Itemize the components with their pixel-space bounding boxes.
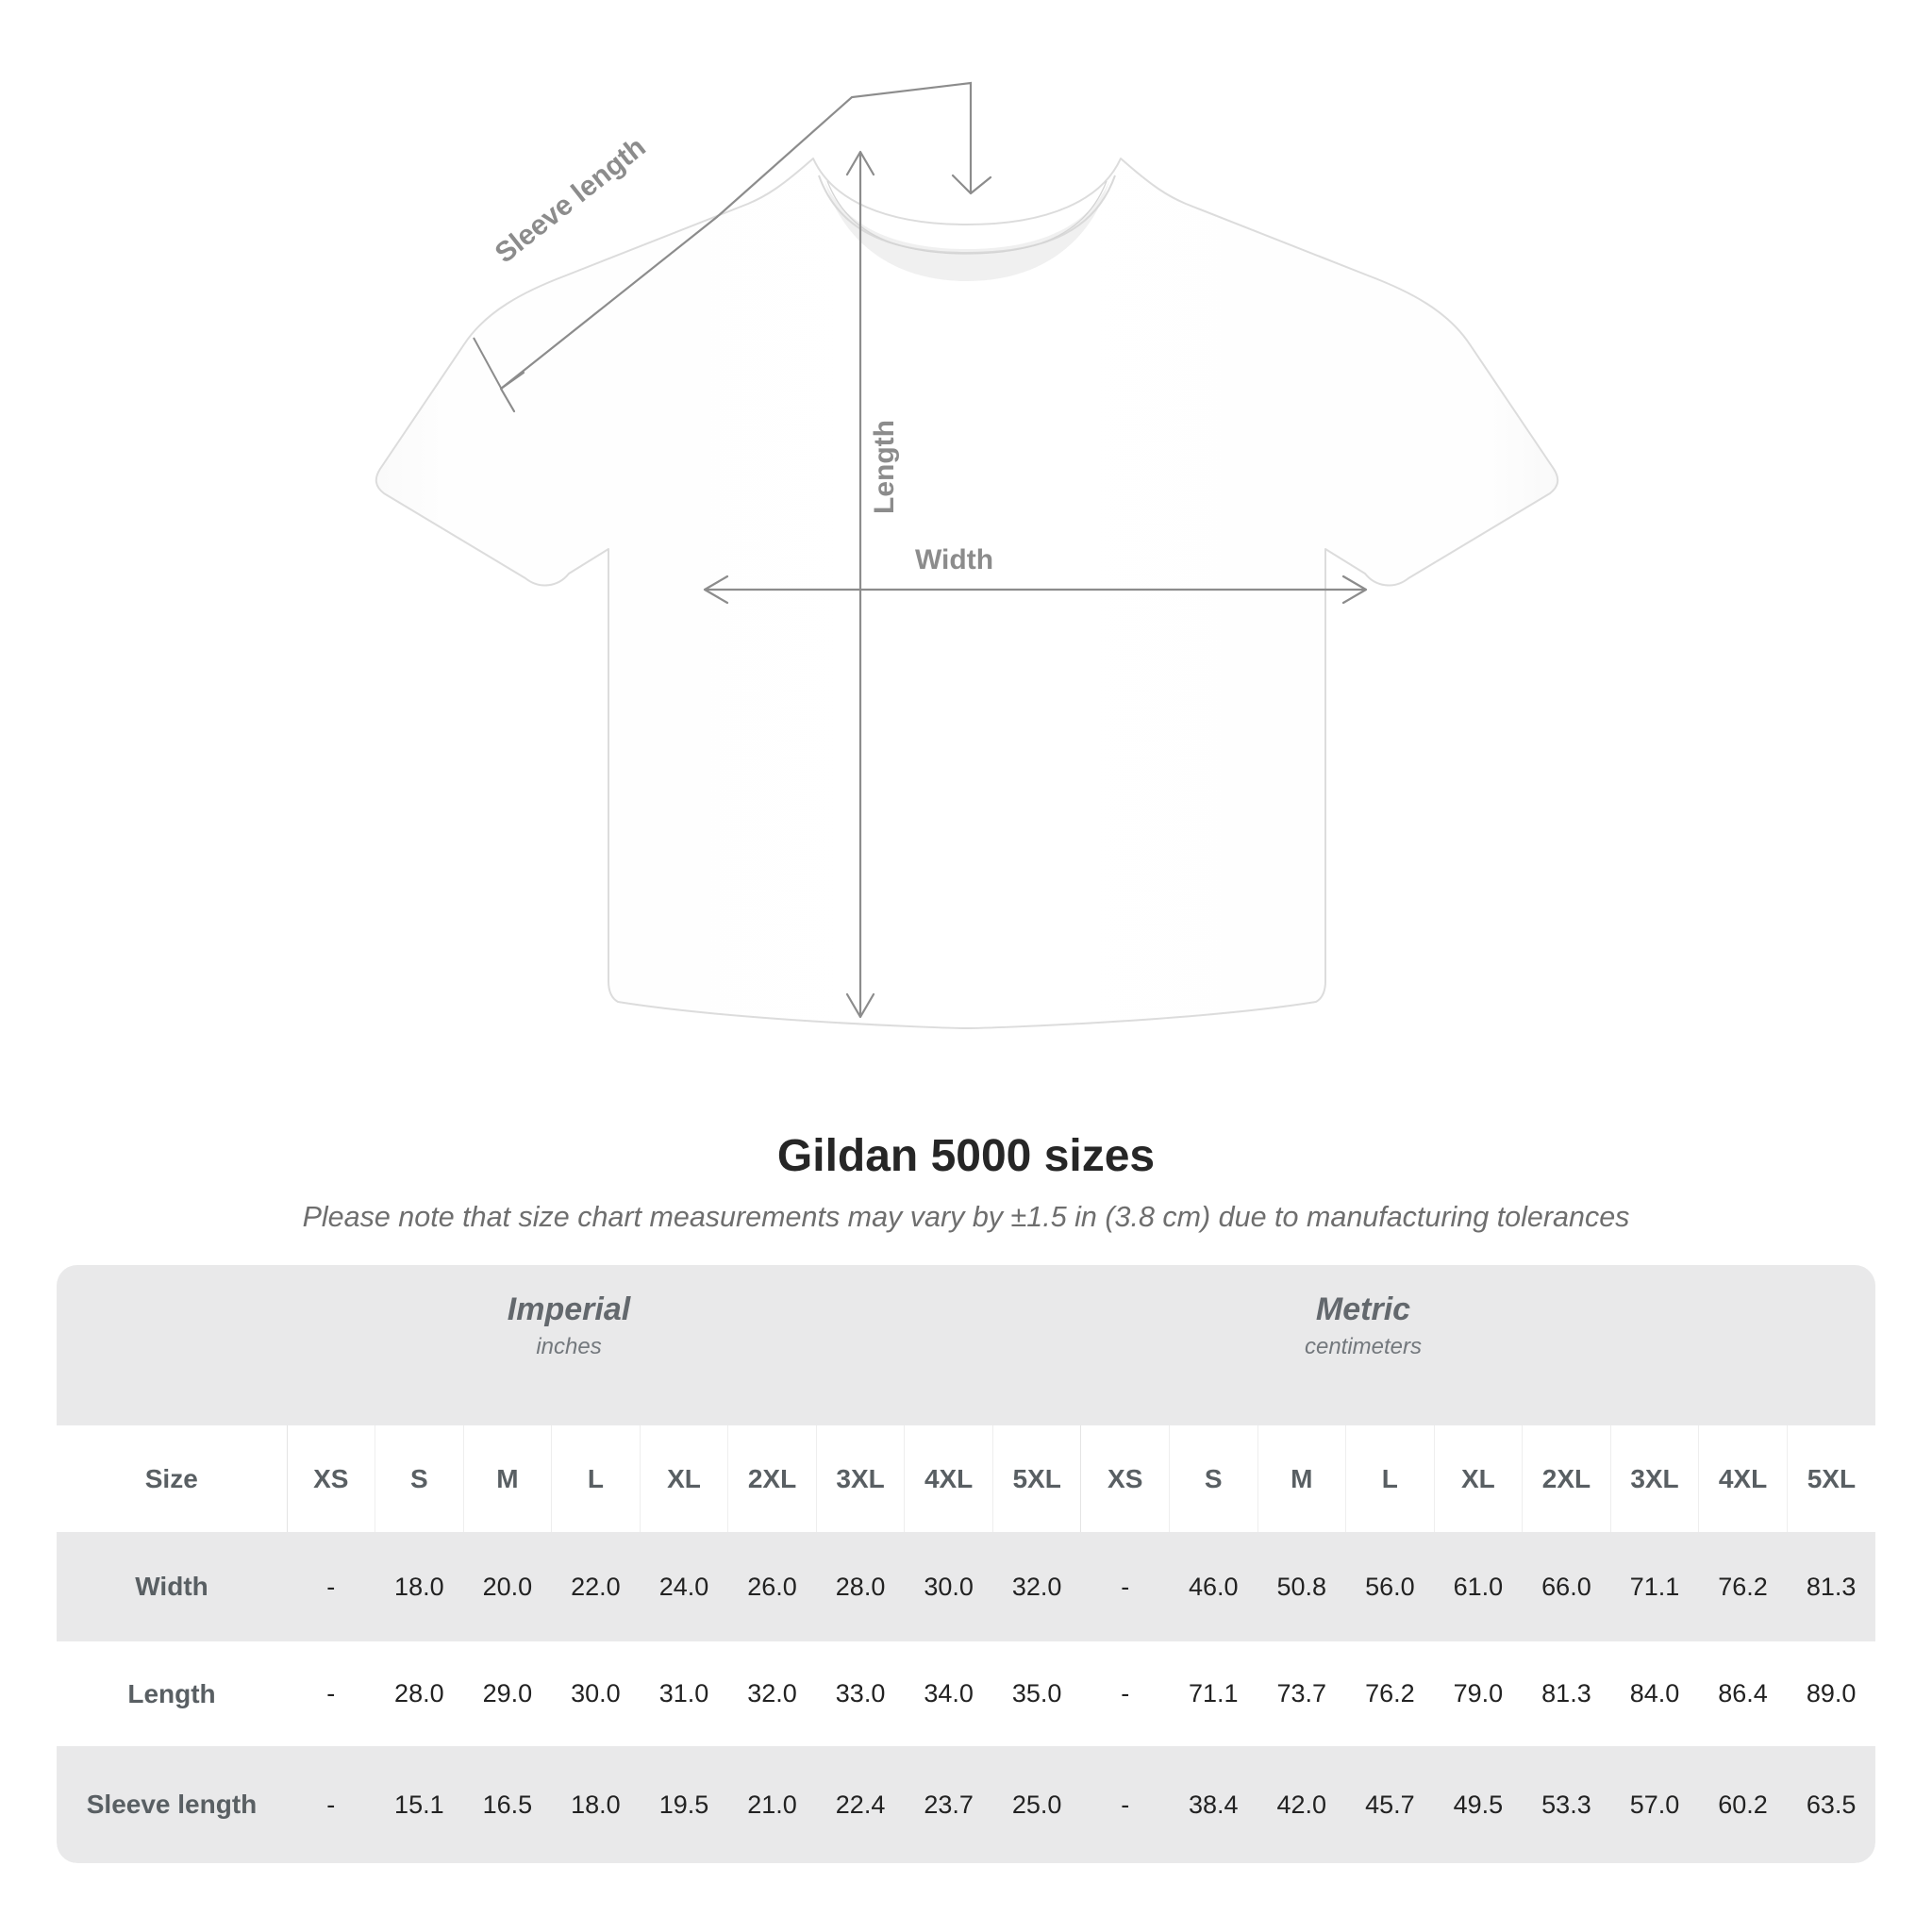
svg-text:Sleeve length: Sleeve length: [490, 131, 652, 269]
svg-text:Width: Width: [915, 544, 993, 575]
svg-text:Length: Length: [869, 420, 900, 514]
